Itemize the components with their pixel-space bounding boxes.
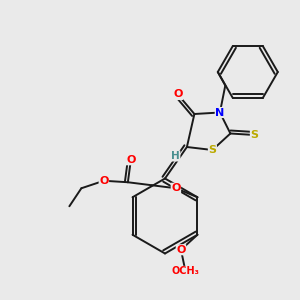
Text: N: N	[215, 107, 224, 118]
Text: O: O	[173, 89, 183, 100]
Text: O: O	[99, 176, 109, 186]
Text: S: S	[208, 145, 216, 155]
Text: O: O	[126, 155, 136, 165]
Text: S: S	[250, 130, 258, 140]
Text: OCH₃: OCH₃	[172, 266, 200, 276]
Text: O: O	[171, 183, 181, 193]
Text: H: H	[171, 151, 180, 161]
Text: O: O	[176, 245, 186, 255]
